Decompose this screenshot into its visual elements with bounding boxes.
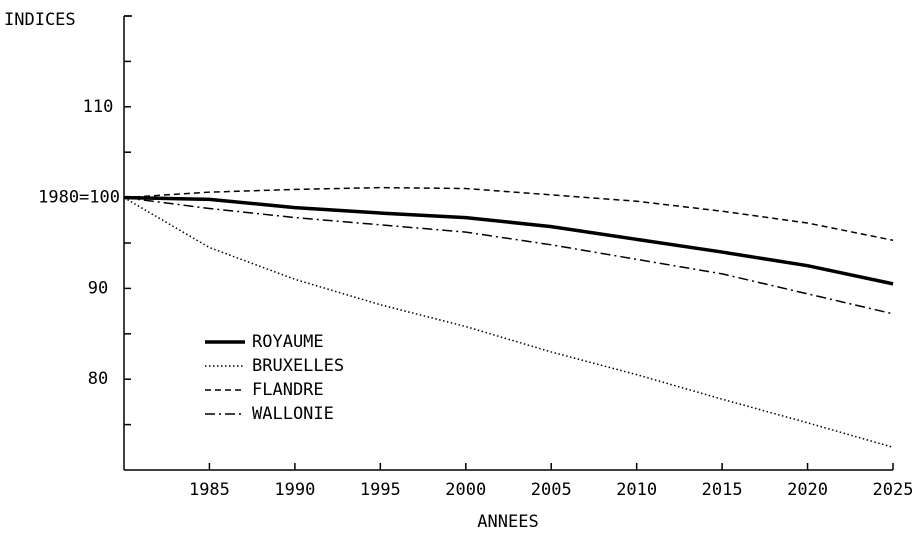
x-tick-label: 1995 (360, 480, 401, 500)
legend-label: BRUXELLES (252, 356, 344, 376)
x-axis-label: ANNEES (477, 512, 538, 532)
x-tick-label: 2005 (531, 480, 572, 500)
legend-label: FLANDRE (252, 380, 324, 400)
x-tick-label: 2025 (873, 480, 914, 500)
y-tick-label: 90 (88, 278, 108, 298)
line-series (123, 196, 894, 449)
y-axis-label: INDICES (4, 10, 76, 30)
x-tick-label: 1990 (274, 480, 315, 500)
y-tick-label: 80 (88, 369, 108, 389)
x-tick-label: 2020 (787, 480, 828, 500)
y-tick-label: 110 (83, 97, 114, 117)
x-tick-label: 2015 (702, 480, 743, 500)
x-tick-label: 1985 (189, 480, 230, 500)
line-series (123, 196, 894, 315)
line-series (123, 186, 894, 242)
legend-label: WALLONIE (252, 404, 334, 424)
legend-label: ROYAUME (252, 332, 324, 352)
x-tick-label: 2010 (616, 480, 657, 500)
line-series (123, 195, 894, 286)
y-tick-label: 1980=100 (38, 188, 120, 208)
x-tick-label: 2000 (445, 480, 486, 500)
